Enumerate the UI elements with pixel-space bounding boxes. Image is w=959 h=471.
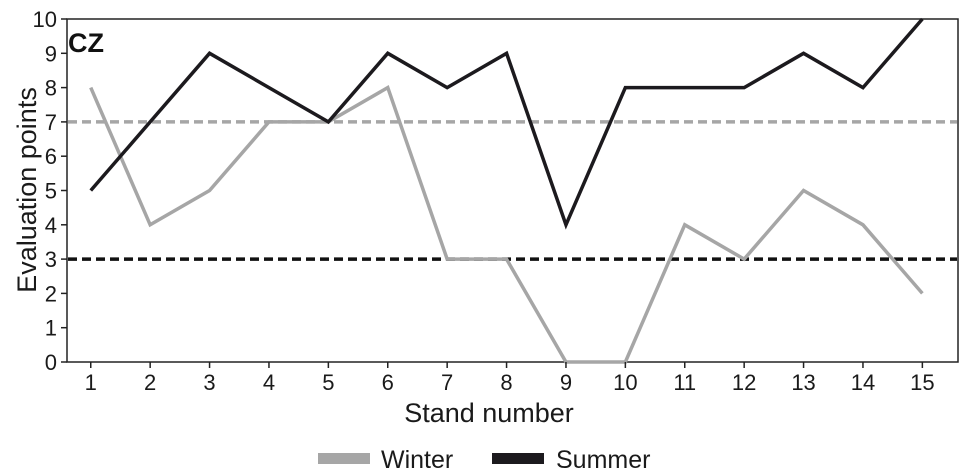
series-lines (89, 17, 924, 364)
x-axis-title: Stand number (404, 398, 574, 428)
x-axis: 1 2 3 4 5 6 7 8 9 10 11 12 13 14 15 (85, 362, 935, 395)
x-tick-label: 13 (791, 370, 815, 395)
legend-swatch-winter (318, 453, 370, 464)
series-line-summer (89, 17, 924, 230)
legend: Winter Summer (318, 446, 650, 471)
y-tick-label: 1 (45, 316, 57, 341)
x-tick-label: 15 (910, 370, 934, 395)
series-line-winter (89, 85, 924, 364)
x-tick-label: 9 (560, 370, 572, 395)
y-tick-label: 0 (45, 350, 57, 375)
x-tick-label: 14 (851, 370, 875, 395)
y-tick-label: 3 (45, 247, 57, 272)
x-tick-label: 1 (85, 370, 97, 395)
y-tick-label: 4 (45, 213, 57, 238)
reference-lines (68, 120, 957, 261)
y-tick-label: 10 (33, 7, 57, 32)
y-tick-label: 2 (45, 281, 57, 306)
panel-label: CZ (68, 28, 104, 58)
x-tick-label: 6 (382, 370, 394, 395)
y-axis: 0 1 2 3 4 5 6 7 8 9 10 (33, 7, 67, 375)
legend-label-summer: Summer (556, 446, 650, 471)
x-tick-label: 7 (441, 370, 453, 395)
legend-item-winter: Winter (318, 446, 453, 471)
y-tick-label: 5 (45, 179, 57, 204)
y-tick-label: 7 (45, 110, 57, 135)
x-tick-label: 5 (322, 370, 334, 395)
x-tick-label: 2 (144, 370, 156, 395)
y-tick-label: 8 (45, 76, 57, 101)
x-tick-label: 4 (263, 370, 275, 395)
y-tick-label: 6 (45, 144, 57, 169)
y-axis-title: Evaluation points (12, 87, 42, 293)
y-tick-label: 9 (45, 41, 57, 66)
x-tick-label: 10 (613, 370, 637, 395)
legend-item-summer: Summer (492, 446, 650, 471)
x-tick-label: 3 (203, 370, 215, 395)
x-tick-label: 8 (500, 370, 512, 395)
x-tick-label: 12 (732, 370, 756, 395)
legend-label-winter: Winter (381, 446, 453, 471)
x-tick-label: 11 (673, 370, 696, 395)
legend-swatch-summer (492, 453, 544, 464)
